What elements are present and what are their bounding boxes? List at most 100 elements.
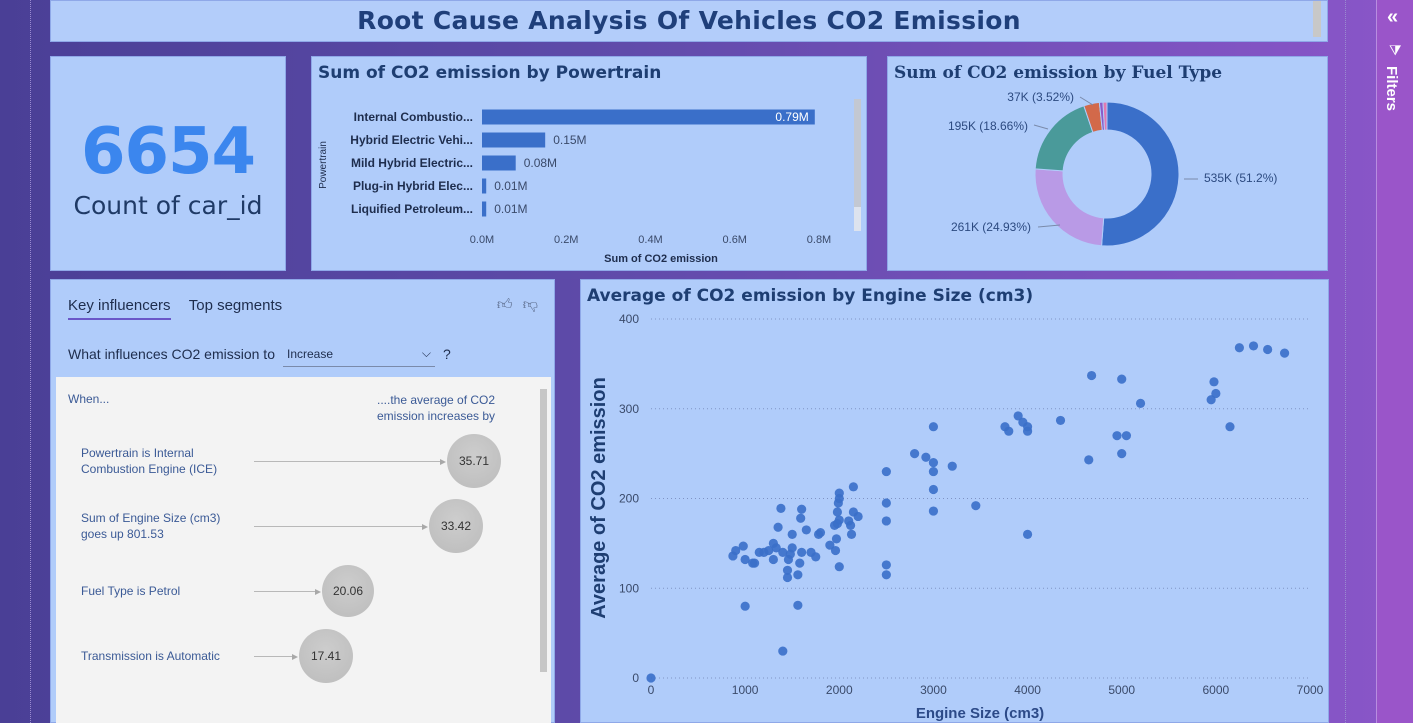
- scatter-point: [1121, 431, 1132, 441]
- bar-category-label: Internal Combustio...: [354, 110, 473, 124]
- scatter-x-tick: 3000: [920, 683, 947, 697]
- tab-key-influencers[interactable]: Key influencers: [68, 297, 171, 320]
- scatter-point: [1209, 377, 1219, 387]
- bar-x-tick: 0.4M: [638, 234, 662, 246]
- donut-slice: [1101, 101, 1180, 247]
- scatter-point: [1234, 343, 1244, 353]
- scatter-point: [768, 554, 778, 565]
- scatter-point: [928, 422, 939, 432]
- influencer-row-label[interactable]: Fuel Type is Petrol: [81, 583, 241, 599]
- scatter-point: [853, 511, 863, 522]
- bar-x-tick: 0.8M: [807, 234, 831, 246]
- scatter-point: [797, 547, 807, 557]
- scatter-point: [738, 541, 748, 551]
- scatter-point: [793, 570, 803, 580]
- double-chevron-left-icon[interactable]: «: [1387, 6, 1399, 28]
- donut-data-label: 261K (24.93%): [951, 220, 1031, 234]
- filters-pane[interactable]: « ⧩ Filters: [1376, 0, 1413, 723]
- bar-category-label: Plug-in Hybrid Elec...: [353, 179, 473, 193]
- scatter-x-tick: 6000: [1203, 683, 1230, 697]
- tab-top-segments[interactable]: Top segments: [188, 297, 283, 314]
- scatter-point: [845, 520, 856, 531]
- scatter-point: [1022, 529, 1033, 539]
- influencer-row-label[interactable]: Transmission is Automatic: [81, 648, 241, 664]
- arrow-right-icon: [440, 459, 446, 465]
- scatter-point: [881, 466, 891, 477]
- scatter-point: [740, 554, 750, 565]
- influencer-label-line-1: Powertrain is Internal: [81, 446, 194, 460]
- scatter-point: [928, 458, 939, 468]
- fuel-type-donut-chart[interactable]: Sum of CO2 emission by Fuel Type 535K (5…: [887, 56, 1328, 271]
- scatter-point: [773, 522, 783, 532]
- engine-size-scatter-chart[interactable]: Average of CO2 emission by Engine Size (…: [580, 279, 1329, 723]
- bar-category-label: Mild Hybrid Electric...: [351, 156, 473, 170]
- kpi-label: Count of car_id: [73, 191, 263, 220]
- scatter-x-tick: 4000: [1014, 683, 1041, 697]
- bar-data-label: 0.79M: [775, 110, 808, 124]
- thumbs-up-icon[interactable]: 👍︎: [496, 296, 513, 313]
- scatter-point: [776, 503, 786, 513]
- scatter-point: [811, 552, 821, 562]
- scatter-y-tick: 200: [619, 492, 639, 506]
- scatter-point: [1135, 398, 1146, 408]
- donut-data-label: 535K (51.2%): [1204, 171, 1277, 185]
- influencer-connector: [254, 656, 295, 657]
- influencer-label-line-2: Combustion Engine (ICE): [81, 462, 218, 476]
- scatter-point: [740, 601, 750, 611]
- influencer-value-bubble[interactable]: 17.41: [299, 629, 353, 683]
- scatter-point: [778, 646, 788, 656]
- thumbs-down-icon[interactable]: 👎︎: [522, 296, 538, 313]
- direction-select[interactable]: Increase ⌵: [282, 341, 435, 367]
- bar-scrollbar: [854, 99, 861, 227]
- scatter-point: [1004, 426, 1014, 436]
- influencer-value-bubble[interactable]: 20.06: [322, 565, 374, 617]
- scatter-point: [1022, 422, 1033, 432]
- bar-x-tick: 0.6M: [723, 234, 747, 246]
- scatter-x-axis-label: Engine Size (cm3): [916, 705, 1044, 722]
- scatter-point: [797, 504, 807, 514]
- scatter-x-tick: 5000: [1108, 683, 1135, 697]
- page-title: Root Cause Analysis Of Vehicles CO2 Emis…: [357, 6, 1021, 35]
- influencers-scrollbar[interactable]: [540, 389, 547, 672]
- scatter-x-tick: 0: [648, 683, 655, 697]
- scatter-point: [731, 545, 741, 556]
- influencer-row-label[interactable]: Sum of Engine Size (cm3) goes up 801.53: [81, 510, 241, 542]
- bar-data-label: 0.01M: [494, 202, 527, 216]
- scatter-point: [815, 528, 826, 538]
- scatter-point: [1117, 374, 1127, 384]
- kpi-card[interactable]: 6654 Count of car_id: [50, 56, 286, 271]
- scatter-point: [1248, 341, 1259, 351]
- scatter-point: [830, 545, 841, 556]
- scatter-point: [832, 507, 843, 517]
- fuel-donut-svg: 535K (51.2%) 261K (24.93%) 195K (18.66%) 37…: [948, 90, 1277, 247]
- report-title-bar: Root Cause Analysis Of Vehicles CO2 Emis…: [50, 0, 1328, 42]
- powertrain-bar-svg: Powertrain Internal Combustio... 0.79M Hybr…: [318, 99, 861, 265]
- title-scrollbar[interactable]: [1313, 1, 1321, 37]
- scatter-point: [793, 600, 803, 610]
- scatter-point: [771, 543, 781, 553]
- scatter-y-tick: 300: [619, 402, 639, 416]
- scatter-point: [796, 513, 806, 523]
- bar-data-label: 0.15M: [553, 133, 586, 147]
- influencer-question: What influences CO2 emission to Increase…: [68, 341, 451, 367]
- key-influencers-visual[interactable]: Key influencers Top segments 👍︎ 👎︎ What …: [50, 279, 555, 723]
- donut-leader-line: [1033, 124, 1049, 130]
- scatter-x-tick: 7000: [1297, 683, 1324, 697]
- arrow-right-icon: [292, 654, 298, 660]
- influencer-value-bubble[interactable]: 33.42: [429, 499, 483, 553]
- powertrain-bar-chart[interactable]: Sum of CO2 emission by Powertrain Powert…: [311, 56, 867, 271]
- scatter-x-tick: 1000: [732, 683, 759, 697]
- influencer-value-bubble[interactable]: 35.71: [447, 434, 501, 488]
- question-prefix: What influences CO2 emission to: [68, 346, 275, 362]
- scatter-point: [801, 525, 811, 535]
- scatter-y-tick: 400: [619, 312, 639, 326]
- question-suffix: ?: [442, 346, 451, 362]
- influencer-row-label[interactable]: Powertrain is Internal Combustion Engine …: [81, 445, 241, 477]
- scatter-y-axis-label: Average of CO2 emission: [588, 377, 610, 619]
- bar-mark: [482, 155, 516, 171]
- scatter-point: [881, 560, 891, 570]
- fuel-chart-title: Sum of CO2 emission by Fuel Type: [894, 63, 1223, 83]
- scatter-point: [764, 545, 774, 556]
- bar-mark: [482, 132, 546, 148]
